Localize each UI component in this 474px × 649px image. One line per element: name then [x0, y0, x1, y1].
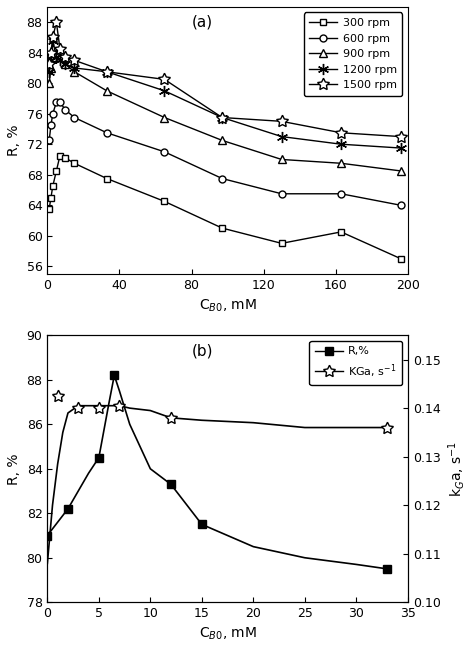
1500 rpm	[50, 34, 55, 42]
900 rpm	[398, 167, 403, 175]
Text: (b): (b)	[191, 343, 213, 358]
600 rpm	[219, 175, 225, 182]
300 rpm	[338, 228, 344, 236]
R,%	[45, 532, 50, 539]
1200 rpm	[104, 68, 109, 76]
900 rpm	[338, 160, 344, 167]
Line: R,%: R,%	[43, 371, 392, 573]
600 rpm	[338, 190, 344, 198]
1200 rpm	[63, 60, 68, 68]
X-axis label: C$_{B0}$, mM: C$_{B0}$, mM	[199, 297, 256, 313]
1200 rpm	[398, 144, 403, 152]
900 rpm	[104, 87, 109, 95]
Line: 900 rpm: 900 rpm	[45, 49, 405, 175]
900 rpm	[219, 136, 225, 144]
600 rpm	[72, 114, 77, 121]
300 rpm	[279, 239, 284, 247]
900 rpm	[50, 53, 55, 60]
R,%	[168, 480, 174, 488]
1500 rpm	[46, 60, 52, 68]
1200 rpm	[279, 132, 284, 140]
1200 rpm	[48, 56, 54, 64]
KGa, s$^{-1}$	[117, 402, 122, 410]
1200 rpm	[72, 64, 77, 72]
600 rpm	[104, 129, 109, 137]
300 rpm	[57, 152, 63, 160]
Line: KGa, s$^{-1}$: KGa, s$^{-1}$	[51, 390, 393, 434]
1500 rpm	[54, 18, 59, 26]
600 rpm	[279, 190, 284, 198]
900 rpm	[72, 68, 77, 76]
1200 rpm	[46, 68, 52, 76]
1500 rpm	[219, 114, 225, 121]
Text: (a): (a)	[191, 15, 213, 30]
Line: 300 rpm: 300 rpm	[46, 152, 404, 262]
600 rpm	[50, 110, 55, 117]
Line: 1500 rpm: 1500 rpm	[43, 16, 407, 143]
1200 rpm	[162, 87, 167, 95]
600 rpm	[54, 99, 59, 106]
900 rpm	[162, 114, 167, 121]
R,%	[199, 520, 205, 528]
Line: 600 rpm: 600 rpm	[46, 99, 404, 209]
300 rpm	[104, 175, 109, 182]
900 rpm	[46, 79, 52, 87]
1500 rpm	[48, 49, 54, 56]
900 rpm	[48, 64, 54, 72]
600 rpm	[63, 106, 68, 114]
Legend: R,%, KGa, s$^{-1}$: R,%, KGa, s$^{-1}$	[310, 341, 402, 385]
R,%	[96, 454, 102, 461]
1200 rpm	[57, 56, 63, 64]
300 rpm	[398, 254, 403, 262]
300 rpm	[72, 160, 77, 167]
Y-axis label: R, %: R, %	[7, 125, 21, 156]
300 rpm	[46, 205, 52, 213]
900 rpm	[57, 53, 63, 60]
1500 rpm	[57, 45, 63, 53]
KGa, s$^{-1}$	[168, 414, 174, 422]
600 rpm	[57, 99, 63, 106]
300 rpm	[50, 182, 55, 190]
600 rpm	[46, 136, 52, 144]
900 rpm	[63, 60, 68, 68]
Y-axis label: R, %: R, %	[7, 453, 21, 485]
X-axis label: C$_{B0}$, mM: C$_{B0}$, mM	[199, 626, 256, 642]
300 rpm	[219, 224, 225, 232]
1200 rpm	[338, 140, 344, 148]
300 rpm	[54, 167, 59, 175]
1500 rpm	[338, 129, 344, 137]
KGa, s$^{-1}$	[55, 392, 61, 400]
Y-axis label: k$_{G}$a, s$^{-1}$: k$_{G}$a, s$^{-1}$	[446, 441, 467, 497]
R,%	[384, 565, 390, 573]
KGa, s$^{-1}$	[96, 404, 102, 412]
900 rpm	[279, 156, 284, 164]
1200 rpm	[50, 38, 55, 45]
R,%	[65, 505, 71, 513]
900 rpm	[54, 49, 59, 56]
Legend: 300 rpm, 600 rpm, 900 rpm, 1200 rpm, 1500 rpm: 300 rpm, 600 rpm, 900 rpm, 1200 rpm, 150…	[304, 12, 402, 96]
KGa, s$^{-1}$	[75, 404, 81, 412]
1200 rpm	[219, 114, 225, 121]
1500 rpm	[63, 53, 68, 60]
600 rpm	[48, 121, 54, 129]
1200 rpm	[54, 53, 59, 60]
R,%	[111, 371, 117, 379]
Line: 1200 rpm: 1200 rpm	[44, 36, 406, 154]
300 rpm	[162, 197, 167, 205]
300 rpm	[63, 154, 68, 162]
600 rpm	[398, 201, 403, 209]
1500 rpm	[162, 75, 167, 83]
1500 rpm	[398, 132, 403, 140]
300 rpm	[48, 193, 54, 201]
600 rpm	[162, 148, 167, 156]
KGa, s$^{-1}$	[384, 424, 390, 432]
1500 rpm	[279, 117, 284, 125]
1500 rpm	[72, 56, 77, 64]
1500 rpm	[104, 68, 109, 76]
